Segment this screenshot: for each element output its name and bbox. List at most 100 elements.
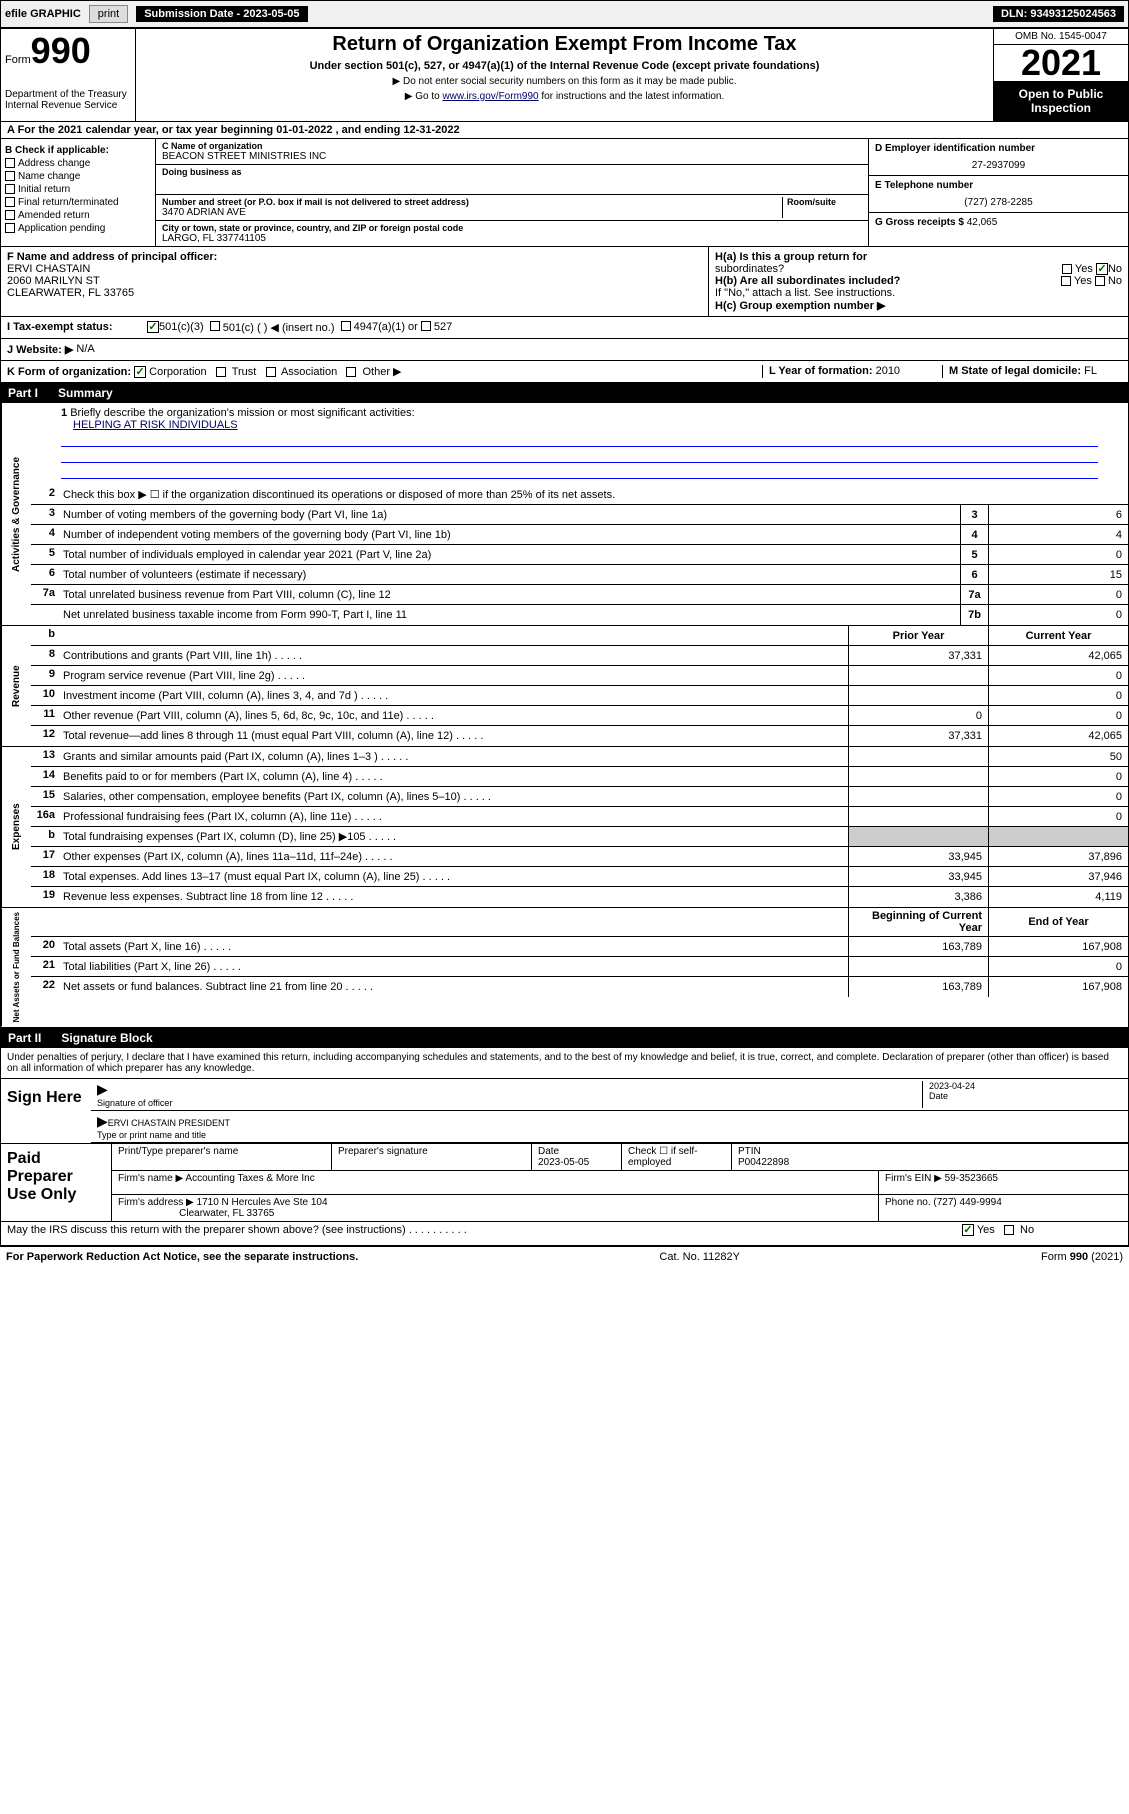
firm-ein: 59-3523665 xyxy=(945,1173,998,1184)
row-desc: Total unrelated business revenue from Pa… xyxy=(59,585,960,604)
gov-row: 3Number of voting members of the governi… xyxy=(31,505,1128,525)
check-4947[interactable] xyxy=(341,321,351,331)
opt-other: Other ▶ xyxy=(362,366,401,378)
dept-treasury: Department of the Treasury Internal Reve… xyxy=(5,89,131,111)
check-527[interactable] xyxy=(421,321,431,331)
line-a: A For the 2021 calendar year, or tax yea… xyxy=(0,122,1129,139)
current-val: 42,065 xyxy=(988,726,1128,746)
signature-section: Under penalties of perjury, I declare th… xyxy=(0,1048,1129,1246)
form-number: 990 xyxy=(31,30,91,71)
org-name-label: C Name of organization xyxy=(162,141,862,151)
data-row: 21Total liabilities (Part X, line 26) . … xyxy=(31,957,1128,977)
year-formation: 2010 xyxy=(876,365,900,377)
current-val: 50 xyxy=(988,747,1128,766)
row-desc: Grants and similar amounts paid (Part IX… xyxy=(59,747,848,766)
row-num: 13 xyxy=(31,747,59,766)
prior-val: 37,331 xyxy=(848,726,988,746)
ha-sub: subordinates? xyxy=(715,263,784,275)
row-box: 7a xyxy=(960,585,988,604)
eoy-hdr: End of Year xyxy=(988,908,1128,936)
prior-val xyxy=(848,767,988,786)
current-val: 0 xyxy=(988,666,1128,685)
note-pre: ▶ Go to xyxy=(405,91,443,102)
row-num: 16a xyxy=(31,807,59,826)
discuss-no[interactable] xyxy=(1004,1225,1014,1235)
checkbox-initial[interactable] xyxy=(5,184,15,194)
opt-initial: Initial return xyxy=(18,184,70,195)
side-governance: Activities & Governance xyxy=(1,403,31,625)
current-val: 0 xyxy=(988,686,1128,705)
open-to-public: Open to Public Inspection xyxy=(994,81,1128,121)
check-501c[interactable] xyxy=(210,321,220,331)
row-desc: Total number of individuals employed in … xyxy=(59,545,960,564)
section-c: C Name of organizationBEACON STREET MINI… xyxy=(156,139,868,246)
ein-label: D Employer identification number xyxy=(875,143,1122,154)
checkbox-addr-change[interactable] xyxy=(5,158,15,168)
ha-yes[interactable] xyxy=(1062,264,1072,274)
ha-label: H(a) Is this a group return for xyxy=(715,251,867,263)
line-a-text: A For the 2021 calendar year, or tax yea… xyxy=(7,124,460,136)
row-desc: Professional fundraising fees (Part IX, … xyxy=(59,807,848,826)
officer-addr2: CLEARWATER, FL 33765 xyxy=(7,287,702,299)
hb-yes[interactable] xyxy=(1061,276,1071,286)
check-501c3[interactable]: ✓ xyxy=(147,321,159,333)
current-val: 0 xyxy=(988,957,1128,976)
check-assoc[interactable] xyxy=(266,367,276,377)
section-b-label: B Check if applicable: xyxy=(5,145,151,156)
officer-label: F Name and address of principal officer: xyxy=(7,251,702,263)
print-button[interactable]: print xyxy=(89,5,128,23)
checkbox-pending[interactable] xyxy=(5,223,15,233)
row-desc: Investment income (Part VIII, column (A)… xyxy=(59,686,848,705)
row-num: 19 xyxy=(31,887,59,907)
tax-exempt-label: I Tax-exempt status: xyxy=(7,321,147,334)
irs-link[interactable]: www.irs.gov/Form990 xyxy=(442,91,538,102)
checkbox-name-change[interactable] xyxy=(5,171,15,181)
row-box: 6 xyxy=(960,565,988,584)
prior-val: 163,789 xyxy=(848,977,988,997)
opt-527: 527 xyxy=(434,321,452,334)
row-num: 20 xyxy=(31,937,59,956)
row-num: 22 xyxy=(31,977,59,997)
section-bcdeg: B Check if applicable: Address change Na… xyxy=(0,139,1129,247)
hb-no[interactable] xyxy=(1095,276,1105,286)
checkbox-final[interactable] xyxy=(5,197,15,207)
firm-ein-label: Firm's EIN ▶ xyxy=(885,1173,942,1184)
check-corp[interactable]: ✓ xyxy=(134,366,146,378)
side-netassets: Net Assets or Fund Balances xyxy=(1,908,31,1026)
row-desc: Net assets or fund balances. Subtract li… xyxy=(59,977,848,997)
check-trust[interactable] xyxy=(216,367,226,377)
opt-501c3: 501(c)(3) xyxy=(159,321,204,334)
gov-row: 5Total number of individuals employed in… xyxy=(31,545,1128,565)
opt-amended: Amended return xyxy=(18,210,90,221)
no-text2: No xyxy=(1108,275,1122,287)
prep-date: 2023-05-05 xyxy=(538,1157,589,1168)
firm-phone: (727) 449-9994 xyxy=(933,1197,1001,1208)
org-name: BEACON STREET MINISTRIES INC xyxy=(162,151,862,162)
discuss-yes[interactable]: ✓ xyxy=(962,1224,974,1236)
ha-no[interactable]: ✓ xyxy=(1096,263,1108,275)
blank: b xyxy=(31,626,59,645)
check-other[interactable] xyxy=(346,367,356,377)
firm-name-label: Firm's name ▶ xyxy=(118,1173,183,1184)
firm-addr1: 1710 N Hercules Ave Ste 104 xyxy=(197,1197,328,1208)
gov-row: 7aTotal unrelated business revenue from … xyxy=(31,585,1128,605)
row-box: 7b xyxy=(960,605,988,625)
firm-addr2: Clearwater, FL 33765 xyxy=(179,1208,274,1219)
prior-val xyxy=(848,747,988,766)
prior-val xyxy=(848,957,988,976)
section-b: B Check if applicable: Address change Na… xyxy=(1,139,156,246)
data-row: 13Grants and similar amounts paid (Part … xyxy=(31,747,1128,767)
checkbox-amended[interactable] xyxy=(5,210,15,220)
row-desc: Total fundraising expenses (Part IX, col… xyxy=(59,827,848,846)
footer-left: For Paperwork Reduction Act Notice, see … xyxy=(6,1251,358,1263)
mission-line xyxy=(61,449,1098,463)
officer-addr1: 2060 MARILYN ST xyxy=(7,275,702,287)
data-row: 16aProfessional fundraising fees (Part I… xyxy=(31,807,1128,827)
year-form-label: L Year of formation: xyxy=(769,365,873,377)
row-box: 4 xyxy=(960,525,988,544)
row-desc: Other revenue (Part VIII, column (A), li… xyxy=(59,706,848,725)
ptin: P00422898 xyxy=(738,1157,789,1168)
row-num: 3 xyxy=(31,505,59,524)
note-ssn: ▶ Do not enter social security numbers o… xyxy=(140,76,989,87)
row-desc: Other expenses (Part IX, column (A), lin… xyxy=(59,847,848,866)
